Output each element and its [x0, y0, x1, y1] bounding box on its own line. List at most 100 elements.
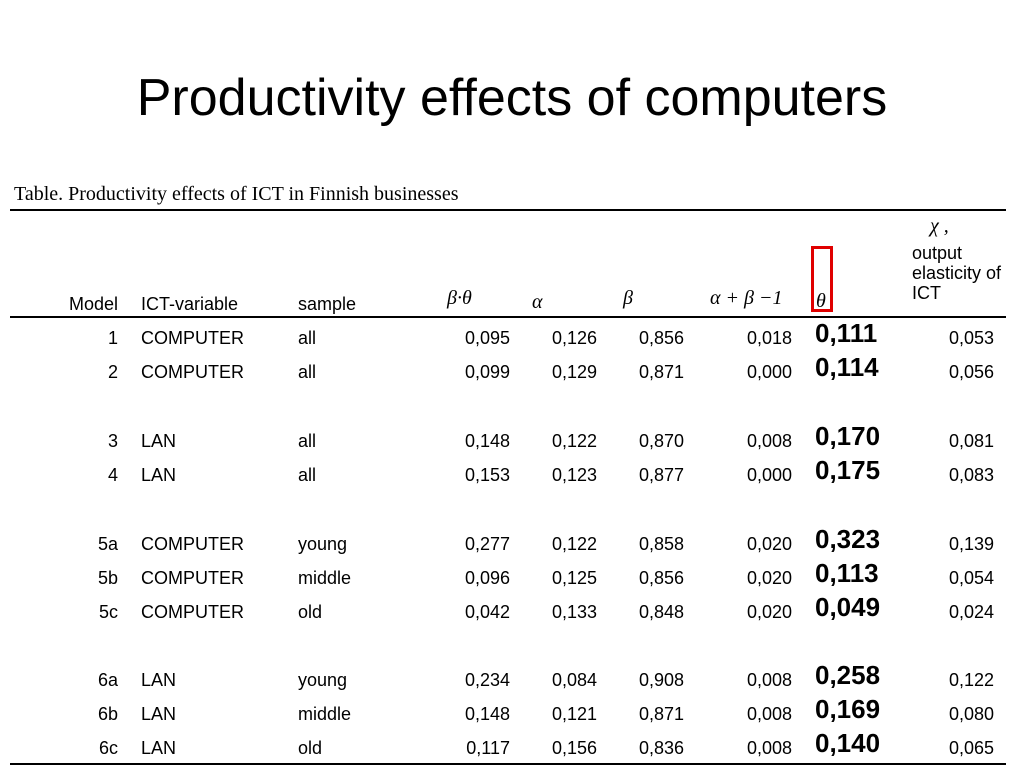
cell-alpha-beta-minus-1: 0,008 — [746, 670, 792, 690]
cell-ict-variable: LAN — [141, 670, 177, 690]
cell-alpha: 0,121 — [551, 704, 597, 724]
cell-beta-theta: 0,095 — [464, 328, 510, 348]
theta-highlight-box — [811, 246, 833, 312]
header-theta: θ — [816, 290, 826, 312]
cell-sample: all — [298, 431, 317, 451]
cell-elasticity: 0,024 — [948, 602, 994, 622]
cell-ict-variable: COMPUTER — [141, 328, 244, 348]
table-caption: Table. Productivity effects of ICT in Fi… — [14, 183, 459, 205]
cell-alpha: 0,129 — [551, 362, 597, 382]
cell-theta: 0,323 — [815, 524, 881, 554]
cell-ict-variable: LAN — [141, 465, 177, 485]
header-model: Model — [68, 294, 118, 314]
cell-sample: all — [298, 328, 317, 348]
cell-beta: 0,856 — [638, 328, 684, 348]
cell-sample: young — [298, 534, 348, 554]
header-alpha-beta-minus-1: α + β −1 — [710, 287, 783, 309]
cell-model: 5c — [98, 602, 118, 622]
table-top-rule — [10, 209, 1006, 211]
cell-beta: 0,877 — [638, 465, 684, 485]
cell-sample: young — [298, 670, 348, 690]
cell-ict-variable: COMPUTER — [141, 534, 244, 554]
cell-beta-theta: 0,148 — [464, 431, 510, 451]
cell-alpha: 0,133 — [551, 602, 597, 622]
cell-beta-theta: 0,099 — [464, 362, 510, 382]
cell-alpha-beta-minus-1: 0,020 — [746, 568, 792, 588]
cell-elasticity: 0,122 — [948, 670, 994, 690]
cell-model: 3 — [107, 431, 118, 451]
cell-beta: 0,856 — [638, 568, 684, 588]
cell-elasticity: 0,139 — [948, 534, 994, 554]
cell-alpha-beta-minus-1: 0,000 — [746, 362, 792, 382]
cell-alpha-beta-minus-1: 0,000 — [746, 465, 792, 485]
cell-beta-theta: 0,277 — [464, 534, 510, 554]
cell-alpha: 0,156 — [551, 738, 597, 758]
cell-model: 2 — [107, 362, 118, 382]
cell-theta: 0,169 — [815, 694, 881, 724]
header-alpha: α — [532, 291, 543, 313]
cell-model: 5a — [97, 534, 118, 554]
cell-sample: all — [298, 362, 317, 382]
table-bottom-rule — [10, 763, 1006, 765]
cell-theta: 0,258 — [815, 660, 881, 690]
slide-title: Productivity effects of computers — [136, 69, 888, 127]
cell-theta: 0,111 — [815, 318, 878, 348]
cell-theta: 0,114 — [815, 352, 879, 382]
header-elasticity: output elasticity of ICT — [912, 243, 1002, 303]
cell-sample: all — [298, 465, 317, 485]
cell-elasticity: 0,056 — [948, 362, 994, 382]
cell-ict-variable: LAN — [141, 431, 177, 451]
table-header-rule — [10, 316, 1006, 318]
cell-ict-variable: COMPUTER — [141, 362, 244, 382]
cell-alpha-beta-minus-1: 0,020 — [746, 602, 792, 622]
cell-model: 1 — [107, 328, 118, 348]
cell-elasticity: 0,054 — [948, 568, 994, 588]
cell-beta-theta: 0,148 — [464, 704, 510, 724]
cell-alpha: 0,123 — [551, 465, 597, 485]
header-beta-theta: β·θ — [447, 287, 472, 309]
cell-sample: middle — [298, 704, 352, 724]
cell-alpha-beta-minus-1: 0,020 — [746, 534, 792, 554]
cell-alpha-beta-minus-1: 0,008 — [746, 431, 792, 451]
cell-model: 6a — [97, 670, 118, 690]
cell-beta: 0,908 — [638, 670, 684, 690]
cell-beta: 0,871 — [638, 704, 684, 724]
cell-theta: 0,049 — [815, 592, 881, 622]
cell-beta: 0,836 — [638, 738, 684, 758]
cell-alpha: 0,084 — [551, 670, 597, 690]
cell-sample: old — [298, 738, 323, 758]
cell-beta-theta: 0,153 — [464, 465, 510, 485]
header-beta: β — [623, 287, 633, 309]
cell-beta: 0,870 — [638, 431, 684, 451]
cell-alpha: 0,122 — [551, 534, 597, 554]
cell-beta: 0,848 — [638, 602, 684, 622]
cell-beta-theta: 0,042 — [464, 602, 510, 622]
header-ict-variable: ICT-variable — [141, 294, 239, 314]
cell-beta-theta: 0,117 — [466, 738, 510, 758]
cell-model: 5b — [97, 568, 118, 588]
cell-theta: 0,140 — [815, 728, 881, 758]
cell-elasticity: 0,065 — [948, 738, 994, 758]
cell-ict-variable: COMPUTER — [141, 602, 244, 622]
cell-alpha-beta-minus-1: 0,008 — [746, 704, 792, 724]
cell-theta: 0,170 — [815, 421, 881, 451]
cell-theta: 0,175 — [815, 455, 881, 485]
cell-beta: 0,858 — [638, 534, 684, 554]
cell-beta-theta: 0,234 — [464, 670, 510, 690]
cell-model: 6c — [98, 738, 118, 758]
cell-elasticity: 0,080 — [948, 704, 994, 724]
cell-elasticity: 0,083 — [948, 465, 994, 485]
cell-beta: 0,871 — [638, 362, 684, 382]
cell-beta-theta: 0,096 — [464, 568, 510, 588]
cell-theta: 0,113 — [815, 558, 879, 588]
header-chi: χ , — [930, 215, 949, 237]
cell-alpha: 0,125 — [551, 568, 597, 588]
cell-alpha: 0,122 — [551, 431, 597, 451]
cell-ict-variable: LAN — [141, 738, 177, 758]
cell-elasticity: 0,053 — [948, 328, 994, 348]
cell-sample: old — [298, 602, 323, 622]
cell-model: 4 — [107, 465, 118, 485]
header-sample: sample — [298, 294, 357, 314]
cell-ict-variable: COMPUTER — [141, 568, 244, 588]
cell-ict-variable: LAN — [141, 704, 177, 724]
